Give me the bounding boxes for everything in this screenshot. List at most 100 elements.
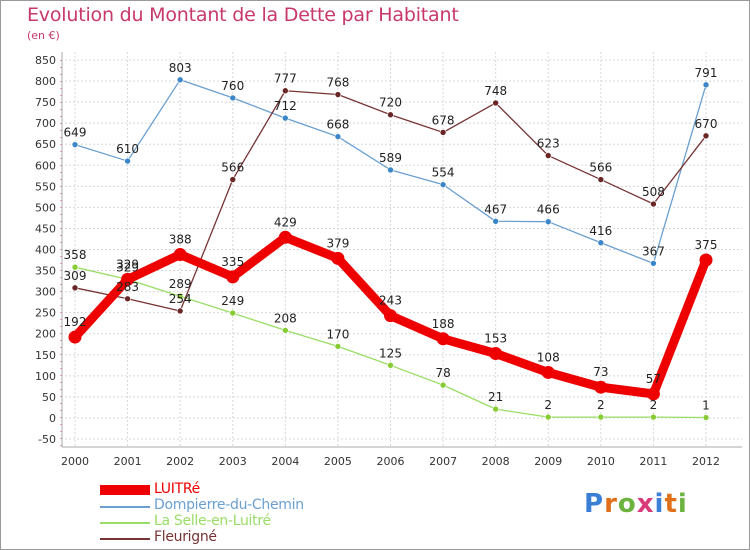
y-tick-label: 200 [35, 328, 56, 341]
legend-label-dompierre-du-chemin: Dompierre-du-Chemin [154, 497, 304, 513]
data-label-la-selle-en-luitre: 2 [597, 398, 605, 412]
data-label-fleurigne: 678 [432, 113, 455, 127]
data-label-luitre: 57 [646, 372, 661, 386]
data-label-fleurigne: 508 [642, 185, 665, 199]
x-tick-label: 2012 [692, 455, 720, 468]
data-label-dompierre-du-chemin: 712 [274, 99, 297, 113]
x-tick-label: 2002 [166, 455, 194, 468]
data-point-luitre [278, 230, 292, 244]
data-point-luitre [68, 330, 82, 344]
data-point-luitre [121, 272, 135, 286]
data-label-dompierre-du-chemin: 649 [64, 126, 87, 140]
y-tick-label: 450 [35, 222, 56, 235]
data-point-la-selle-en-luitre [229, 309, 237, 317]
data-label-dompierre-du-chemin: 803 [169, 61, 192, 75]
logo-letter: x [636, 489, 655, 519]
series-layer [68, 76, 713, 421]
data-label-dompierre-du-chemin: 416 [589, 224, 612, 238]
data-label-dompierre-du-chemin: 610 [116, 142, 139, 156]
data-point-la-selle-en-luitre [387, 362, 394, 369]
logo-letter: i [654, 489, 665, 519]
data-label-luitre: 188 [432, 317, 455, 331]
data-label-dompierre-du-chemin: 466 [537, 203, 560, 217]
data-point-fleurigne [597, 176, 605, 183]
data-label-dompierre-du-chemin: 589 [379, 151, 402, 165]
logo-letter: o [617, 489, 637, 519]
x-tick-label: 2003 [219, 455, 247, 468]
data-label-fleurigne: 566 [221, 161, 244, 175]
data-label-luitre: 73 [593, 365, 608, 379]
data-point-dompierre-du-chemin [492, 217, 499, 225]
data-label-luitre: 329 [116, 257, 139, 271]
data-point-fleurigne [492, 99, 499, 107]
data-point-la-selle-en-luitre [702, 414, 710, 421]
data-label-dompierre-du-chemin: 367 [642, 244, 665, 258]
logo-letter: P [584, 489, 605, 519]
x-tick-label: 2010 [587, 455, 615, 468]
data-label-la-selle-en-luitre: 21 [488, 390, 503, 404]
data-label-dompierre-du-chemin: 554 [432, 166, 455, 180]
data-label-la-selle-en-luitre: 358 [64, 248, 87, 262]
y-tick-label: 150 [35, 349, 56, 362]
data-label-dompierre-du-chemin: 467 [484, 202, 507, 216]
data-point-luitre [646, 387, 660, 401]
logo-letter: r [604, 489, 618, 519]
data-point-luitre [173, 248, 187, 262]
data-point-dompierre-du-chemin [124, 157, 131, 165]
data-label-dompierre-du-chemin: 791 [695, 66, 718, 80]
data-point-luitre [594, 380, 608, 394]
data-label-la-selle-en-luitre: 208 [274, 311, 297, 325]
x-tick-label: 2007 [429, 455, 457, 468]
data-point-la-selle-en-luitre [334, 343, 342, 350]
data-point-dompierre-du-chemin [597, 239, 605, 247]
data-point-la-selle-en-luitre [439, 381, 447, 389]
data-point-fleurigne [439, 129, 447, 136]
y-tick-label: 400 [35, 244, 56, 257]
data-point-la-selle-en-luitre [282, 327, 289, 334]
data-label-la-selle-en-luitre: 125 [379, 346, 402, 360]
y-tick-label: 650 [35, 138, 56, 151]
data-point-dompierre-du-chemin [229, 94, 237, 102]
data-label-fleurigne: 309 [64, 269, 87, 283]
data-point-dompierre-du-chemin [650, 260, 657, 267]
legend-label-luitre: LUITRé [154, 481, 200, 497]
chart-title: Evolution du Montant de la Dette par Hab… [27, 4, 459, 26]
x-tick-label: 2001 [114, 455, 142, 468]
legend-label-la-selle-en-luitre: La Selle-en-Luitré [154, 513, 271, 529]
data-label-la-selle-en-luitre: 2 [650, 398, 658, 412]
y-tick-label: 750 [35, 96, 56, 109]
legend-swatch-luitre [100, 485, 150, 495]
y-tick-label: 550 [35, 180, 56, 193]
data-label-fleurigne: 748 [484, 84, 507, 98]
y-tick-label: 500 [35, 201, 56, 214]
y-tick-label: -50 [38, 433, 56, 446]
data-point-la-selle-en-luitre [492, 405, 499, 413]
data-point-luitre [331, 251, 345, 265]
data-label-luitre: 192 [64, 315, 87, 329]
y-tick-label: 250 [35, 307, 56, 320]
data-point-la-selle-en-luitre [544, 413, 552, 421]
data-label-luitre: 335 [221, 255, 244, 269]
data-point-la-selle-en-luitre [176, 292, 184, 300]
data-point-luitre [436, 332, 450, 346]
legend-swatch-dompierre-du-chemin [100, 506, 150, 508]
x-tick-label: 2005 [324, 455, 352, 468]
legend-swatch-la-selle-en-luitre [100, 522, 150, 524]
data-point-fleurigne [124, 295, 131, 303]
data-point-luitre [541, 365, 555, 379]
data-point-la-selle-en-luitre [650, 413, 657, 421]
data-label-la-selle-en-luitre: 170 [326, 327, 349, 341]
data-point-fleurigne [544, 152, 552, 159]
data-label-luitre: 388 [169, 233, 192, 247]
data-label-la-selle-en-luitre: 2 [544, 398, 552, 412]
data-point-fleurigne [650, 200, 657, 208]
y-tick-label: 800 [35, 75, 56, 88]
data-point-dompierre-du-chemin [282, 114, 289, 122]
y-tick-label: 0 [49, 412, 56, 425]
proxiti-logo: Proxiti [584, 489, 688, 519]
data-point-fleurigne [702, 132, 710, 140]
y-tick-label: 300 [35, 286, 56, 299]
y-tick-label: 700 [35, 117, 56, 130]
data-point-fleurigne [282, 87, 289, 95]
x-tick-label: 2006 [377, 455, 405, 468]
